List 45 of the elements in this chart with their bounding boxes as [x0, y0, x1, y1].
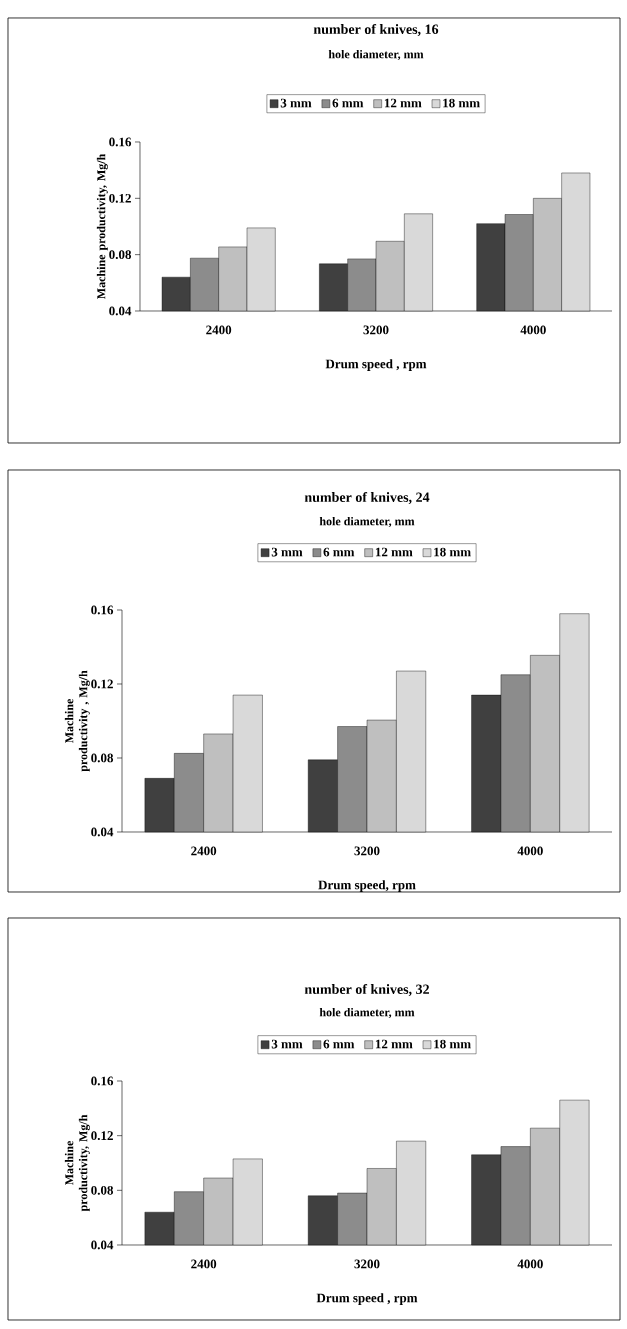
x-tick-label: 4000	[517, 1259, 543, 1269]
y-tick-label: 0.16	[91, 1076, 114, 1086]
legend-title: hole diameter, mm	[328, 49, 424, 61]
chart-title: number of knives, 32	[304, 983, 429, 996]
legend-label: 6 mm	[323, 547, 355, 557]
x-tick-label: 3200	[354, 846, 380, 856]
legend-title: hole diameter, mm	[319, 516, 415, 528]
x-tick-label: 2400	[206, 325, 232, 335]
y-axis-title: Machine productivity, Mg/h	[64, 1114, 90, 1212]
legend-label: 18 mm	[434, 1039, 471, 1049]
y-tick-label: 0.12	[91, 679, 113, 689]
x-axis-title: Drum speed, rpm	[318, 880, 416, 892]
legend-title: hole diameter, mm	[319, 1007, 415, 1019]
legend-label: 3 mm	[280, 98, 312, 108]
y-tick-label: 0.08	[109, 250, 132, 260]
legend-label: 12 mm	[375, 1039, 413, 1049]
y-tick-label: 0.12	[109, 193, 131, 203]
y-tick-label: 0.16	[109, 137, 132, 147]
y-tick-label: 0.08	[91, 1185, 114, 1195]
chart-title: number of knives, 24	[304, 491, 430, 504]
y-tick-label: 0.04	[109, 306, 132, 316]
legend-label: 12 mm	[375, 547, 413, 557]
x-tick-label: 3200	[354, 1259, 380, 1269]
x-tick-label: 4000	[517, 846, 543, 856]
legend-label: 6 mm	[332, 98, 364, 108]
y-tick-label: 0.08	[91, 753, 114, 763]
y-axis-title: Machine productivity , Mg/h	[64, 670, 90, 772]
x-axis-title: Drum speed , rpm	[325, 359, 427, 371]
legend-label: 12 mm	[384, 98, 422, 108]
y-axis-title: Machine productivity, Mg/h	[96, 153, 108, 300]
legend-label: 18 mm	[443, 98, 480, 108]
x-axis-title: Drum speed , rpm	[316, 1293, 418, 1305]
x-tick-label: 3200	[363, 325, 389, 335]
y-tick-label: 0.04	[91, 827, 114, 837]
chart-title: number of knives, 16	[313, 23, 439, 36]
y-tick-label: 0.04	[91, 1240, 114, 1250]
legend-label: 18 mm	[434, 547, 471, 557]
legend-label: 6 mm	[323, 1039, 355, 1049]
x-tick-label: 4000	[520, 325, 546, 335]
y-tick-label: 0.16	[91, 605, 114, 615]
x-tick-label: 2400	[191, 1259, 217, 1269]
legend-label: 3 mm	[271, 1039, 303, 1049]
y-tick-label: 0.12	[91, 1131, 113, 1141]
x-tick-label: 2400	[191, 846, 217, 856]
legend-label: 3 mm	[271, 547, 303, 557]
